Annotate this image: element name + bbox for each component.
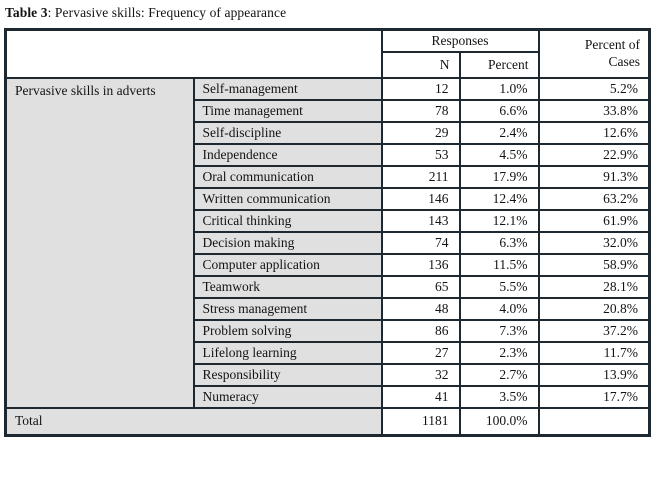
cases-value: 33.8% [537,98,651,123]
percent-value: 2.3% [458,340,540,365]
cases-value: 58.9% [537,252,651,277]
cases-value: 5.2% [537,76,651,101]
cases-value: 37.2% [537,318,651,343]
cases-value: 32.0% [537,230,651,255]
frequency-table: Responses Percent of Cases N Percent Per… [4,28,651,437]
n-value: 211 [380,164,461,189]
percent-value: 6.6% [458,98,540,123]
table-body: Pervasive skills in adverts Self-manageme… [4,76,651,409]
percent-value: 17.9% [458,164,540,189]
skill-label: Self-discipline [192,120,383,145]
table-row: Self-discipline 29 2.4% 12.6% [6,120,651,145]
total-percent-value: 100.0% [458,406,540,437]
percent-value: 2.4% [458,120,540,145]
percent-value: 6.3% [458,230,540,255]
n-value: 86 [380,318,461,343]
header-responses: Responses [380,28,540,53]
table-row: Numeracy 41 3.5% 17.7% [6,384,651,409]
table-caption-label: Table 3 [5,5,48,20]
n-value: 41 [380,384,461,409]
total-cases-value [537,406,651,437]
row-group-label: Pervasive skills in adverts [4,76,195,409]
percent-value: 2.7% [458,362,540,387]
percent-value: 1.0% [458,76,540,101]
cases-value: 13.9% [537,362,651,387]
table-header: Responses Percent of Cases N Percent [4,28,651,79]
total-row: Total 1181 100.0% [4,406,651,437]
table-caption-text: : Pervasive skills: Frequency of appeara… [47,5,287,20]
table-row: Lifelong learning 27 2.3% 11.7% [6,340,651,365]
cases-value: 28.1% [537,274,651,299]
percent-value: 4.5% [458,142,540,167]
percent-value: 11.5% [458,252,540,277]
skill-label: Stress management [192,296,383,321]
n-value: 32 [380,362,461,387]
n-value: 12 [380,76,461,101]
n-value: 29 [380,120,461,145]
table-row: Stress management 48 4.0% 20.8% [6,296,651,321]
n-value: 136 [380,252,461,277]
skill-label: Oral communication [192,164,383,189]
document-page: Table 3: Pervasive skills: Frequency of … [4,5,651,437]
percent-value: 12.1% [458,208,540,233]
table-row: Problem solving 86 7.3% 37.2% [6,318,651,343]
percent-value: 7.3% [458,318,540,343]
skill-label: Time management [192,98,383,123]
table-caption: Table 3: Pervasive skills: Frequency of … [5,5,648,21]
n-value: 78 [380,98,461,123]
cases-value: 17.7% [537,384,651,409]
header-blank-cell [4,28,383,79]
cases-value: 11.7% [537,340,651,365]
header-row-1: Responses Percent of Cases [4,28,651,79]
table-row: Time management 78 6.6% 33.8% [6,98,651,123]
skill-label: Lifelong learning [192,340,383,365]
skill-label: Numeracy [192,384,383,409]
cases-value: 22.9% [537,142,651,167]
n-value: 143 [380,208,461,233]
table-row: Responsibility 32 2.7% 13.9% [6,362,651,387]
skill-label: Teamwork [192,274,383,299]
n-value: 48 [380,296,461,321]
n-value: 65 [380,274,461,299]
skill-label: Responsibility [192,362,383,387]
skill-label: Critical thinking [192,208,383,233]
percent-value: 3.5% [458,384,540,409]
skill-label: Written communication [192,186,383,211]
table-row: Pervasive skills in adverts Self-manageme… [4,76,651,409]
table-footer: Total 1181 100.0% [4,406,651,437]
table-row: Written communication 146 12.4% 63.2% [6,186,651,211]
header-n: N [380,50,461,79]
n-value: 146 [380,186,461,211]
table-row: Decision making 74 6.3% 32.0% [6,230,651,255]
skill-label: Problem solving [192,318,383,343]
percent-value: 4.0% [458,296,540,321]
total-n-value: 1181 [380,406,461,437]
cases-value: 20.8% [537,296,651,321]
percent-value: 12.4% [458,186,540,211]
header-row-2: N Percent [6,50,650,79]
table-row: Computer application 136 11.5% 58.9% [6,252,651,277]
cases-value: 61.9% [537,208,651,233]
table-row: Teamwork 65 5.5% 28.1% [6,274,651,299]
n-value: 74 [380,230,461,255]
cases-value: 12.6% [537,120,651,145]
skill-label: Self-management [192,76,383,101]
cases-value: 63.2% [537,186,651,211]
table-row: Independence 53 4.5% 22.9% [6,142,651,167]
skill-label: Independence [192,142,383,167]
total-label: Total [4,406,383,437]
percent-value: 5.5% [458,274,540,299]
n-value: 27 [380,340,461,365]
skill-label: Computer application [192,252,383,277]
n-value: 53 [380,142,461,167]
header-percent: Percent [458,50,540,79]
table-row: Critical thinking 143 12.1% 61.9% [6,208,651,233]
table-row: Oral communication 211 17.9% 91.3% [6,164,651,189]
cases-value: 91.3% [537,164,651,189]
skill-label: Decision making [192,230,383,255]
header-percent-of-cases: Percent of Cases [537,28,651,79]
